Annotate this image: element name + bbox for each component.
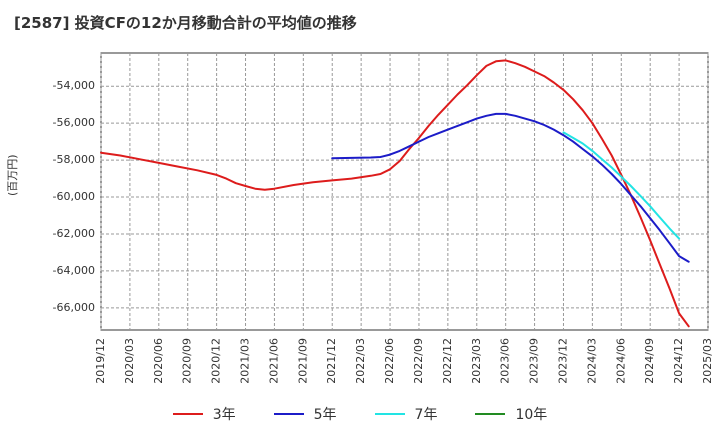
- x-tick-label: 2021/06: [267, 338, 280, 384]
- legend-swatch: [172, 413, 203, 415]
- x-tick-label: 2020/12: [210, 338, 223, 384]
- series-line-3年: [100, 59, 690, 328]
- x-tick-label: 2025/03: [701, 338, 714, 384]
- x-tick-label: 2023/09: [528, 338, 541, 384]
- legend: 3年 5年 7年 10年: [0, 404, 720, 424]
- x-tick-label: 2020/06: [152, 338, 165, 384]
- y-tick-label: -66,000: [53, 301, 95, 314]
- x-tick-label: 2023/12: [556, 338, 569, 384]
- x-tick-label: 2023/03: [470, 338, 483, 384]
- x-tick-label: 2024/09: [643, 338, 656, 384]
- y-tick-label: -56,000: [53, 116, 95, 129]
- x-tick-label: 2021/12: [325, 338, 338, 384]
- legend-label: 7年: [414, 407, 438, 423]
- x-tick-label: 2022/06: [383, 338, 396, 384]
- y-tick-label: -62,000: [53, 227, 95, 240]
- legend-item: 3年: [172, 404, 236, 424]
- line-chart: -54,000 -56,000 -58,000 -60,000 -62,000 -64,0…: [53, 52, 714, 384]
- series-line-5年: [331, 112, 690, 263]
- x-tick-label: 2024/12: [672, 338, 685, 384]
- y-tick-label: -54,000: [53, 79, 95, 92]
- legend-label: 5年: [313, 407, 337, 423]
- legend-item: 7年: [374, 404, 438, 424]
- legend-swatch: [475, 413, 506, 415]
- legend-item: 5年: [273, 404, 337, 424]
- legend-swatch: [273, 413, 304, 415]
- y-tick-label: -60,000: [53, 190, 95, 203]
- legend-label: 10年: [515, 407, 548, 423]
- series-line-7年: [562, 131, 681, 240]
- x-tick-label: 2020/09: [181, 338, 194, 384]
- x-tick-labels: 2019/12 2020/03 2020/06 2020/09 2020/12 2021/…: [94, 338, 714, 384]
- x-tick-label: 2021/09: [296, 338, 309, 384]
- x-tick-label: 2022/09: [412, 338, 425, 384]
- x-tick-label: 2022/03: [354, 338, 367, 384]
- legend-swatch: [374, 413, 405, 415]
- x-tick-label: 2024/03: [585, 338, 598, 384]
- chart-title: [2587] 投資CFの12か月移動合計の平均値の推移: [14, 14, 357, 32]
- x-tick-label: 2023/06: [499, 338, 512, 384]
- y-tick-label: -58,000: [53, 153, 95, 166]
- y-gridlines: [101, 85, 708, 309]
- x-gridlines: [100, 53, 709, 330]
- legend-item: 10年: [475, 404, 547, 424]
- series-lines: [100, 59, 690, 328]
- x-tick-label: 2020/03: [123, 338, 136, 384]
- y-tick-label: -64,000: [53, 264, 95, 277]
- x-tick-label: 2019/12: [94, 338, 107, 384]
- y-tick-labels: -54,000 -56,000 -58,000 -60,000 -62,000 -64,0…: [53, 79, 95, 314]
- x-tick-label: 2021/03: [239, 338, 252, 384]
- x-tick-label: 2022/12: [441, 338, 454, 384]
- legend-label: 3年: [212, 407, 236, 423]
- plot-area: [100, 52, 709, 331]
- x-tick-label: 2024/06: [614, 338, 627, 384]
